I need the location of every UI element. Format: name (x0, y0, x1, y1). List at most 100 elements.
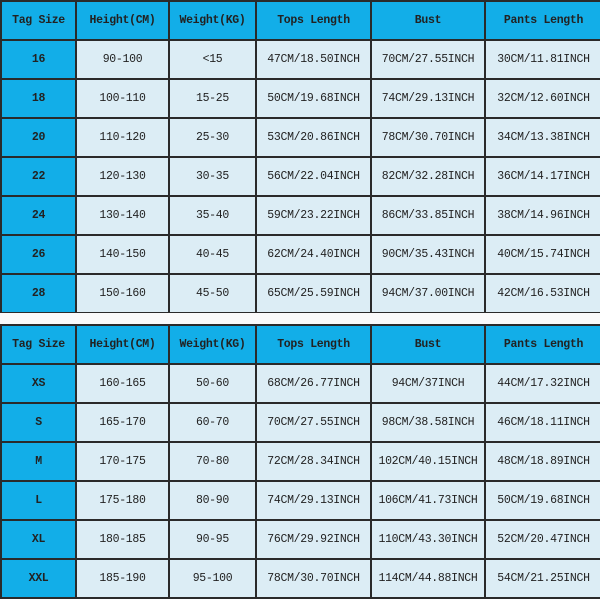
table-separator (0, 313, 600, 324)
cell-bust: 106CM/41.73INCH (370, 480, 486, 521)
cell-height: 180-185 (75, 519, 170, 560)
cell-bust: 74CM/29.13INCH (370, 78, 486, 119)
cell-tag-size: 22 (0, 156, 77, 197)
cell-pants-length: 50CM/19.68INCH (484, 480, 600, 521)
table-row: 18 100-110 15-25 50CM/19.68INCH 74CM/29.13IN… (0, 78, 600, 119)
cell-weight: 50-60 (168, 363, 257, 404)
cell-height: 175-180 (75, 480, 170, 521)
table-row: 24 130-140 35-40 59CM/23.22INCH 86CM/33.85IN… (0, 195, 600, 236)
table-row: XS 160-165 50-60 68CM/26.77INCH 94CM/37INCH 4… (0, 363, 600, 404)
cell-pants-length: 34CM/13.38INCH (484, 117, 600, 158)
cell-height: 165-170 (75, 402, 170, 443)
header-tops-length: Tops Length (255, 324, 372, 365)
cell-tag-size: 20 (0, 117, 77, 158)
header-row: Tag Size Height(CM) Weight(KG) Tops Length B… (0, 324, 600, 365)
cell-pants-length: 42CM/16.53INCH (484, 273, 600, 314)
header-height: Height(CM) (75, 0, 170, 41)
cell-height: 130-140 (75, 195, 170, 236)
table-row: 22 120-130 30-35 56CM/22.04INCH 82CM/32.28IN… (0, 156, 600, 197)
cell-tops-length: 53CM/20.86INCH (255, 117, 372, 158)
cell-bust: 114CM/44.88INCH (370, 558, 486, 599)
table-row: M 170-175 70-80 72CM/28.34INCH 102CM/40.15IN… (0, 441, 600, 482)
table-row: S 165-170 60-70 70CM/27.55INCH 98CM/38.58INC… (0, 402, 600, 443)
cell-weight: 40-45 (168, 234, 257, 275)
cell-tops-length: 74CM/29.13INCH (255, 480, 372, 521)
header-tag-size: Tag Size (0, 0, 77, 41)
header-pants-length: Pants Length (484, 324, 600, 365)
cell-bust: 86CM/33.85INCH (370, 195, 486, 236)
cell-height: 160-165 (75, 363, 170, 404)
table-row: 26 140-150 40-45 62CM/24.40INCH 90CM/35.43IN… (0, 234, 600, 275)
cell-weight: 80-90 (168, 480, 257, 521)
cell-bust: 78CM/30.70INCH (370, 117, 486, 158)
cell-tops-length: 72CM/28.34INCH (255, 441, 372, 482)
table-row: 20 110-120 25-30 53CM/20.86INCH 78CM/30.70IN… (0, 117, 600, 158)
cell-tops-length: 56CM/22.04INCH (255, 156, 372, 197)
cell-tops-length: 68CM/26.77INCH (255, 363, 372, 404)
cell-tops-length: 47CM/18.50INCH (255, 39, 372, 80)
cell-tops-length: 65CM/25.59INCH (255, 273, 372, 314)
cell-tag-size: L (0, 480, 77, 521)
header-tag-size: Tag Size (0, 324, 77, 365)
cell-weight: 95-100 (168, 558, 257, 599)
cell-weight: 15-25 (168, 78, 257, 119)
cell-pants-length: 36CM/14.17INCH (484, 156, 600, 197)
cell-bust: 98CM/38.58INCH (370, 402, 486, 443)
cell-tag-size: M (0, 441, 77, 482)
cell-height: 110-120 (75, 117, 170, 158)
header-height: Height(CM) (75, 324, 170, 365)
table-row: 16 90-100 <15 47CM/18.50INCH 70CM/27.55INCH 3… (0, 39, 600, 80)
cell-tag-size: 18 (0, 78, 77, 119)
cell-tag-size: XS (0, 363, 77, 404)
cell-tag-size: 26 (0, 234, 77, 275)
cell-pants-length: 44CM/17.32INCH (484, 363, 600, 404)
cell-weight: <15 (168, 39, 257, 80)
cell-weight: 60-70 (168, 402, 257, 443)
cell-tops-length: 78CM/30.70INCH (255, 558, 372, 599)
cell-tag-size: S (0, 402, 77, 443)
cell-pants-length: 46CM/18.11INCH (484, 402, 600, 443)
table-row: XL 180-185 90-95 76CM/29.92INCH 110CM/43.30I… (0, 519, 600, 560)
cell-weight: 35-40 (168, 195, 257, 236)
table-row: 28 150-160 45-50 65CM/25.59INCH 94CM/37.00IN… (0, 273, 600, 314)
cell-tops-length: 70CM/27.55INCH (255, 402, 372, 443)
cell-bust: 102CM/40.15INCH (370, 441, 486, 482)
cell-tag-size: 28 (0, 273, 77, 314)
cell-tag-size: 24 (0, 195, 77, 236)
cell-height: 90-100 (75, 39, 170, 80)
header-bust: Bust (370, 0, 486, 41)
header-weight: Weight(KG) (168, 324, 257, 365)
cell-height: 140-150 (75, 234, 170, 275)
cell-tag-size: XXL (0, 558, 77, 599)
cell-tops-length: 59CM/23.22INCH (255, 195, 372, 236)
cell-pants-length: 32CM/12.60INCH (484, 78, 600, 119)
cell-weight: 30-35 (168, 156, 257, 197)
cell-bust: 94CM/37INCH (370, 363, 486, 404)
cell-tops-length: 76CM/29.92INCH (255, 519, 372, 560)
cell-bust: 90CM/35.43INCH (370, 234, 486, 275)
cell-pants-length: 54CM/21.25INCH (484, 558, 600, 599)
cell-weight: 45-50 (168, 273, 257, 314)
header-pants-length: Pants Length (484, 0, 600, 41)
table-row: XXL 185-190 95-100 78CM/30.70INCH 114CM/44.8… (0, 558, 600, 599)
header-row: Tag Size Height(CM) Weight(KG) Tops Length B… (0, 0, 600, 41)
cell-tops-length: 62CM/24.40INCH (255, 234, 372, 275)
header-tops-length: Tops Length (255, 0, 372, 41)
cell-tag-size: XL (0, 519, 77, 560)
cell-weight: 25-30 (168, 117, 257, 158)
cell-bust: 70CM/27.55INCH (370, 39, 486, 80)
cell-bust: 110CM/43.30INCH (370, 519, 486, 560)
kids-size-table: Tag Size Height(CM) Weight(KG) Tops Length B… (0, 0, 600, 314)
cell-height: 120-130 (75, 156, 170, 197)
header-bust: Bust (370, 324, 486, 365)
cell-bust: 82CM/32.28INCH (370, 156, 486, 197)
cell-height: 150-160 (75, 273, 170, 314)
cell-pants-length: 52CM/20.47INCH (484, 519, 600, 560)
cell-tops-length: 50CM/19.68INCH (255, 78, 372, 119)
cell-height: 170-175 (75, 441, 170, 482)
cell-pants-length: 30CM/11.81INCH (484, 39, 600, 80)
cell-height: 100-110 (75, 78, 170, 119)
header-weight: Weight(KG) (168, 0, 257, 41)
cell-tag-size: 16 (0, 39, 77, 80)
cell-pants-length: 48CM/18.89INCH (484, 441, 600, 482)
